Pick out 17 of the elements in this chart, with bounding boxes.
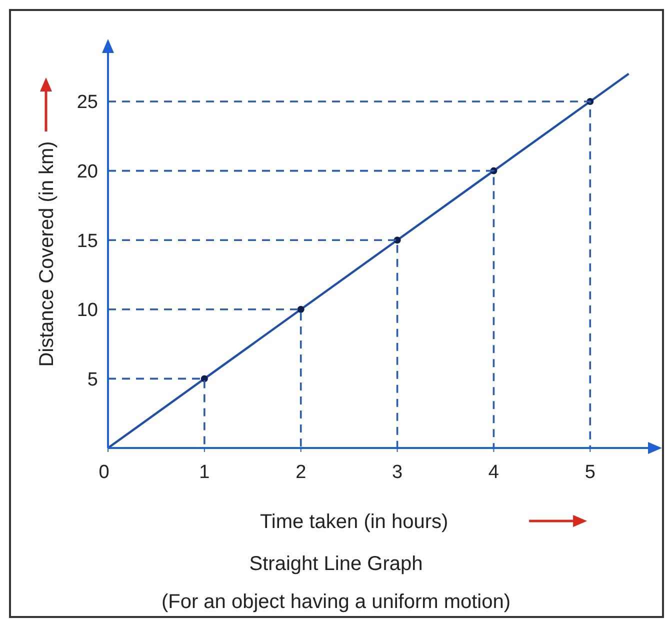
text: Straight Line Graph <box>249 553 423 575</box>
y-tick-label: 5 <box>87 369 98 390</box>
point <box>297 306 304 313</box>
text: (For an object having a uniform motion) <box>161 591 511 613</box>
x-tick-label: 3 <box>392 462 403 483</box>
x-tick-label: 2 <box>296 462 306 483</box>
point <box>200 375 208 382</box>
x-tick-label: 4 <box>488 462 500 483</box>
y-tick-label: 20 <box>76 161 98 182</box>
y-tick-label: 25 <box>76 92 98 114</box>
x-axis-title: Time taken (in hours) <box>260 511 448 533</box>
y-axis-title: Distance Covered (in km) <box>36 141 58 367</box>
x-tick-label: 5 <box>584 462 596 483</box>
x-tick-label: 0 <box>98 462 110 483</box>
x-tick-label: 1 <box>199 462 210 483</box>
y-tick-label: 10 <box>76 300 98 322</box>
y-tick-label: 15 <box>76 230 98 252</box>
